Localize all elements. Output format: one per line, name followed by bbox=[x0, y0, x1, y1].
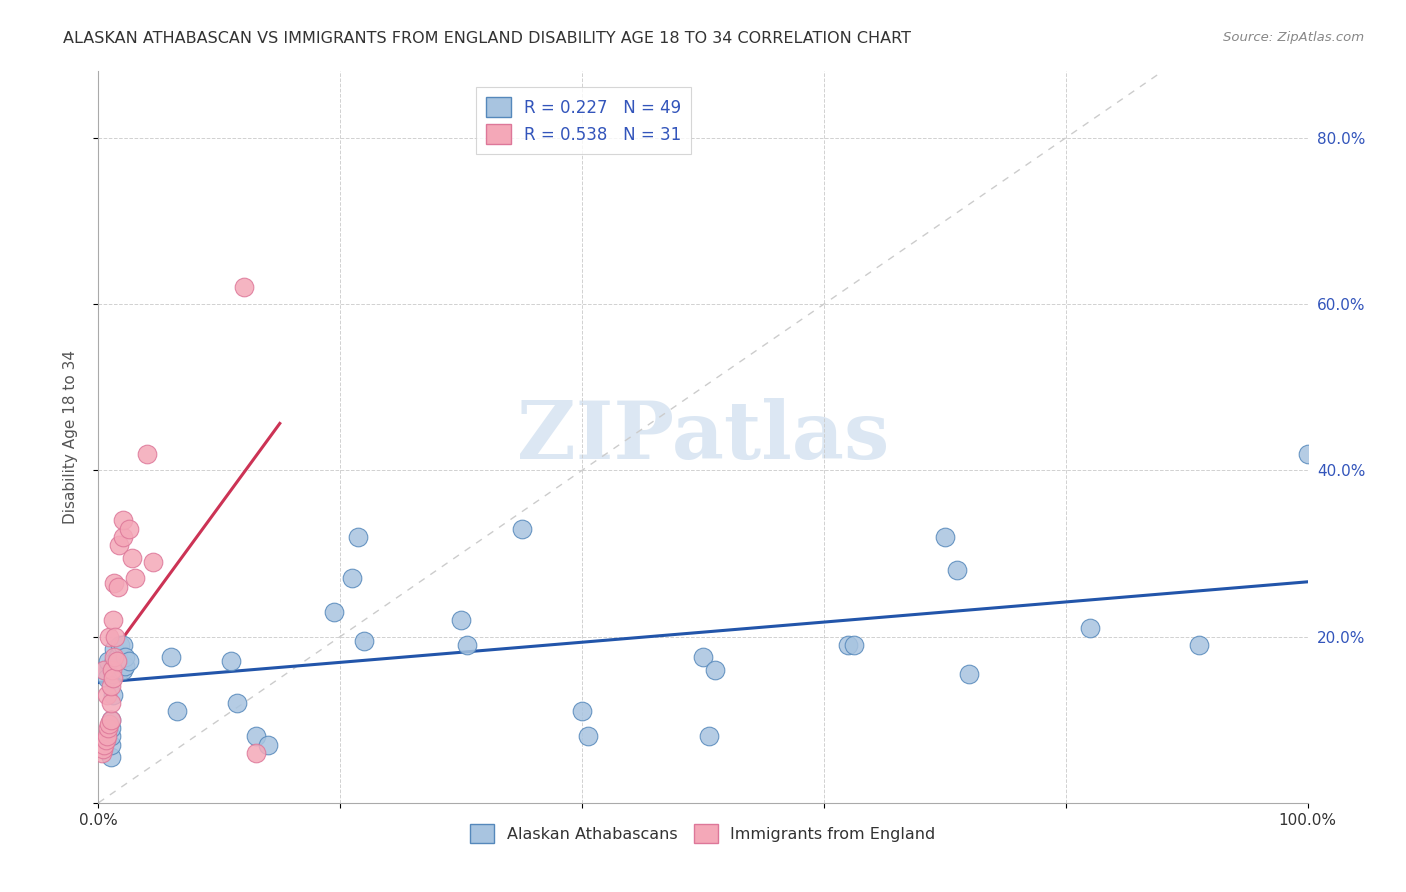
Point bbox=[111, 663, 134, 677]
Point bbox=[256, 738, 278, 752]
Point bbox=[103, 650, 125, 665]
Point bbox=[1188, 638, 1211, 652]
Point bbox=[107, 650, 129, 665]
Point bbox=[166, 705, 188, 719]
Point bbox=[844, 638, 866, 652]
Point bbox=[111, 513, 134, 527]
Point bbox=[118, 521, 141, 535]
Point bbox=[342, 571, 364, 585]
Point bbox=[946, 563, 969, 577]
Point bbox=[103, 655, 125, 669]
Point bbox=[91, 741, 114, 756]
Point bbox=[96, 671, 118, 685]
Point bbox=[697, 729, 720, 743]
Point bbox=[105, 650, 128, 665]
Point bbox=[103, 575, 125, 590]
Point bbox=[100, 663, 122, 677]
Text: ZIPatlas: ZIPatlas bbox=[517, 398, 889, 476]
Point bbox=[142, 555, 165, 569]
Point bbox=[101, 671, 124, 685]
Y-axis label: Disability Age 18 to 34: Disability Age 18 to 34 bbox=[63, 350, 77, 524]
Point bbox=[111, 530, 134, 544]
Point bbox=[101, 613, 124, 627]
Point bbox=[93, 738, 115, 752]
Point bbox=[124, 571, 146, 585]
Point bbox=[450, 613, 472, 627]
Point bbox=[510, 521, 533, 535]
Point bbox=[118, 655, 141, 669]
Point bbox=[101, 667, 124, 681]
Point bbox=[98, 716, 121, 731]
Point bbox=[105, 655, 128, 669]
Point bbox=[100, 738, 122, 752]
Text: Source: ZipAtlas.com: Source: ZipAtlas.com bbox=[1223, 31, 1364, 45]
Point bbox=[704, 663, 727, 677]
Point bbox=[100, 721, 122, 735]
Point bbox=[837, 638, 859, 652]
Point bbox=[571, 705, 593, 719]
Point bbox=[93, 663, 115, 677]
Point bbox=[245, 746, 267, 760]
Point bbox=[107, 580, 129, 594]
Point bbox=[100, 729, 122, 743]
Point bbox=[934, 530, 956, 544]
Point bbox=[96, 688, 118, 702]
Point bbox=[100, 696, 122, 710]
Point bbox=[114, 650, 136, 665]
Point bbox=[105, 663, 128, 677]
Point bbox=[1296, 447, 1319, 461]
Point bbox=[957, 667, 980, 681]
Point bbox=[121, 550, 143, 565]
Point bbox=[456, 638, 478, 652]
Point bbox=[96, 729, 118, 743]
Point bbox=[111, 638, 134, 652]
Point bbox=[108, 663, 131, 677]
Point bbox=[692, 650, 714, 665]
Point bbox=[347, 530, 370, 544]
Text: ALASKAN ATHABASCAN VS IMMIGRANTS FROM ENGLAND DISABILITY AGE 18 TO 34 CORRELATIO: ALASKAN ATHABASCAN VS IMMIGRANTS FROM EN… bbox=[63, 31, 911, 46]
Point bbox=[1078, 621, 1101, 635]
Point bbox=[100, 750, 122, 764]
Point bbox=[103, 642, 125, 657]
Point bbox=[114, 658, 136, 673]
Point bbox=[135, 447, 157, 461]
Point bbox=[104, 630, 127, 644]
Point bbox=[91, 746, 114, 760]
Point bbox=[97, 721, 120, 735]
Point bbox=[576, 729, 599, 743]
Point bbox=[108, 638, 131, 652]
Point bbox=[100, 713, 122, 727]
Point bbox=[232, 280, 254, 294]
Point bbox=[221, 655, 243, 669]
Point bbox=[100, 713, 122, 727]
Point bbox=[97, 655, 120, 669]
Point bbox=[160, 650, 183, 665]
Point bbox=[101, 688, 124, 702]
Legend: Alaskan Athabascans, Immigrants from England: Alaskan Athabascans, Immigrants from Eng… bbox=[464, 817, 942, 850]
Point bbox=[245, 729, 267, 743]
Point bbox=[353, 633, 375, 648]
Point bbox=[100, 680, 122, 694]
Point bbox=[98, 630, 121, 644]
Point bbox=[323, 605, 346, 619]
Point bbox=[226, 696, 249, 710]
Point bbox=[108, 538, 131, 552]
Point bbox=[93, 663, 115, 677]
Point bbox=[94, 733, 117, 747]
Point bbox=[105, 655, 128, 669]
